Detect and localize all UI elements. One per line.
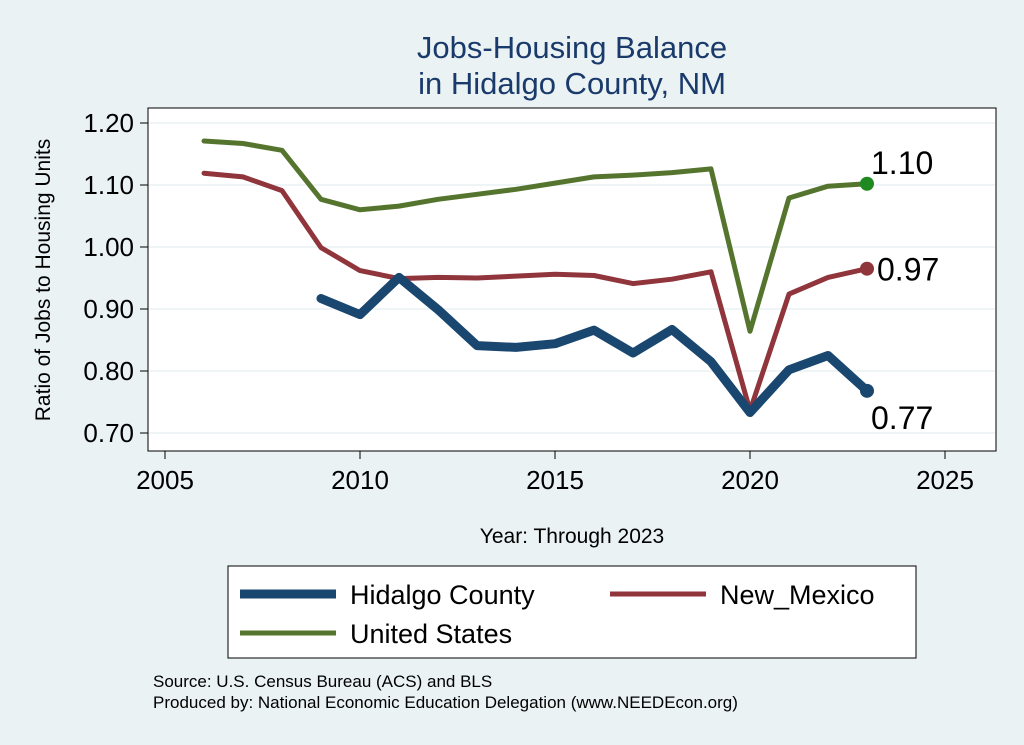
series-line-hidalgo-county	[316, 272, 872, 417]
y-axis: 0.70 0.80 0.90 1.00 1.10 1.20	[83, 108, 148, 448]
legend-label-hidalgo: Hidalgo County	[350, 580, 535, 610]
end-labels: 0.77 0.97 1.10	[860, 145, 939, 436]
legend: Hidalgo County New_Mexico United States	[227, 565, 917, 659]
chart-title-line-2: in Hidalgo County, NM	[418, 66, 726, 101]
end-label-united-states: 1.10	[871, 145, 933, 181]
legend-label-united-states: United States	[350, 619, 512, 649]
end-marker-united-states	[860, 176, 874, 191]
x-tick-label: 2005	[136, 465, 194, 495]
y-tick-label: 1.10	[83, 170, 134, 200]
y-tick-label: 0.90	[83, 294, 134, 324]
source-note: Source: U.S. Census Bureau (ACS) and BLS	[153, 672, 492, 691]
plot-area	[147, 107, 997, 452]
x-tick-label: 2025	[916, 465, 974, 495]
x-tick-label: 2010	[331, 465, 389, 495]
series-line-new-mexico	[201, 170, 870, 414]
produced-by-note: Produced by: National Economic Education…	[153, 693, 738, 712]
end-label-hidalgo-county: 0.77	[871, 400, 933, 436]
x-axis: 2005 2010 2015 2020 2025	[136, 451, 974, 495]
y-tick-label: 1.00	[83, 232, 134, 262]
y-tick-label: 1.20	[83, 108, 134, 138]
y-tick-label: 0.70	[83, 418, 134, 448]
x-tick-label: 2015	[526, 465, 584, 495]
x-tick-label: 2020	[721, 465, 779, 495]
legend-box	[227, 565, 917, 659]
legend-label-new-mexico: New_Mexico	[720, 580, 875, 610]
end-marker-hidalgo-county	[860, 383, 874, 398]
x-axis-title: Year: Through 2023	[480, 525, 665, 548]
grid-lines	[149, 122, 995, 434]
series-layer	[201, 138, 872, 417]
series-line-united-states	[201, 138, 870, 334]
chart-title-line-1: Jobs-Housing Balance	[417, 30, 727, 65]
end-marker-new-mexico	[860, 261, 874, 276]
y-axis-title: Ratio of Jobs to Housing Units	[32, 139, 55, 421]
end-label-new-mexico: 0.97	[877, 252, 939, 288]
y-tick-label: 0.80	[83, 356, 134, 386]
